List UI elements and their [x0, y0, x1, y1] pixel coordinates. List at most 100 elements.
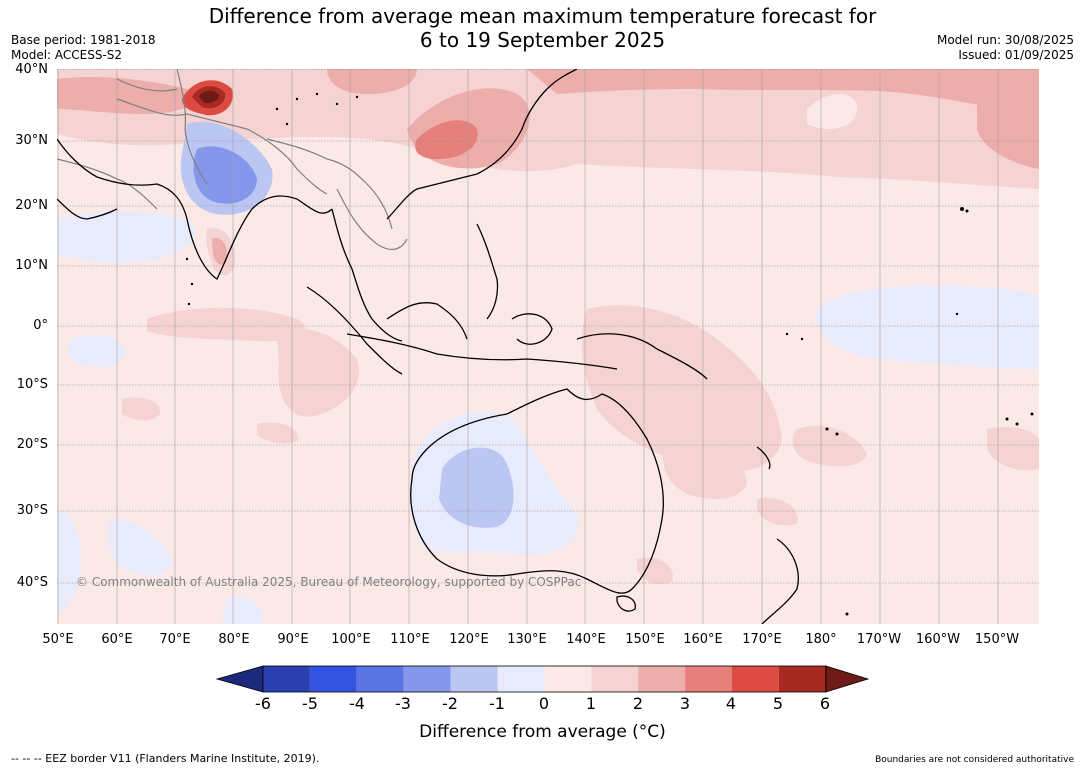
- anomaly-pacific-cool: [816, 285, 1039, 369]
- colorbar-tick-1: 1: [585, 694, 597, 713]
- lon-label-50e: 50°E: [42, 632, 74, 647]
- anomaly-south-cool-small: [222, 597, 263, 624]
- lon-label-100e: 100°E: [331, 632, 371, 647]
- anomaly-arabian-sea-cool: [57, 211, 195, 264]
- colorbar-tick-3: 3: [679, 694, 691, 713]
- colorbar-tick-minus4: -4: [349, 694, 365, 713]
- meta-left: Base period: 1981-2018 Model: ACCESS-S2: [11, 33, 156, 63]
- model-run: Model run: 30/08/2025: [936, 33, 1074, 47]
- title-line-2: 6 to 19 September 2025: [419, 28, 666, 52]
- lat-label-20s: 20°S: [16, 437, 48, 452]
- anomaly-bay-bengal-warm: [147, 307, 305, 342]
- colorbar-swatch: [685, 666, 732, 692]
- colorbar-swatch: [591, 666, 639, 692]
- colorbar-swatch: [778, 666, 826, 692]
- longitude-gridlines: [57, 69, 999, 624]
- colorbar-swatch: [403, 666, 451, 692]
- colorbar-tick-6: 6: [819, 694, 831, 713]
- meta-right: Model run: 30/08/2025 Issued: 01/09/2025: [937, 33, 1074, 63]
- lon-label-120e: 120°E: [449, 632, 489, 647]
- anomaly-sw-cool: [57, 509, 81, 614]
- colorbar-tick-minus3: -3: [395, 694, 411, 713]
- colorbar-swatch: [497, 666, 545, 692]
- boundary-disclaimer: Boundaries are not considered authoritat…: [875, 755, 1074, 765]
- lat-label-10s: 10°S: [16, 377, 48, 392]
- anomaly-china-3-4: [415, 120, 478, 160]
- map-title: Difference from average mean maximum tem…: [0, 4, 1085, 52]
- anomaly-tasmania-warm: [637, 557, 673, 585]
- colorbar-tick-minus1: -1: [489, 694, 505, 713]
- forecast-map: [57, 69, 1039, 624]
- colorbar-tick-4: 4: [725, 694, 737, 713]
- anomaly-indian-ocean-cool: [67, 334, 125, 367]
- anomaly-north-band: [57, 69, 1039, 189]
- anomaly-north-pacific-light: [807, 94, 857, 129]
- colorbar-swatch: [309, 666, 357, 692]
- anomaly-himalaya-6-plus: [199, 90, 219, 104]
- copyright-note: © Commonwealth of Australia 2025, Bureau…: [76, 575, 582, 589]
- anomaly-pacific-2-3: [977, 69, 1039, 169]
- anomaly-india-cooler: [193, 146, 257, 204]
- colorbar-tick-5: 5: [772, 694, 784, 713]
- colorbar-swatch: [356, 666, 404, 692]
- colorbar-swatch: [732, 666, 779, 692]
- anomaly-pacific-warm-2: [757, 498, 798, 526]
- lon-label-180: 180°: [805, 632, 837, 647]
- lon-label-140e: 140°E: [566, 632, 606, 647]
- lat-label-40s: 40°S: [16, 575, 48, 590]
- issued-date: Issued: 01/09/2025: [958, 48, 1074, 62]
- colorbar: [215, 665, 870, 693]
- anomaly-pacific-warm-1: [792, 425, 867, 467]
- lon-label-150w: 150°W: [974, 632, 1020, 647]
- lon-label-160e: 160°E: [683, 632, 723, 647]
- model-name: Model: ACCESS-S2: [11, 48, 123, 62]
- lon-label-110e: 110°E: [390, 632, 430, 647]
- lat-label-equator: 0°: [33, 318, 48, 333]
- colorbar-swatch: [450, 666, 498, 692]
- colorbar-swatch: [544, 666, 592, 692]
- anomaly-sumatra-warm: [277, 327, 359, 417]
- colorbar-tick-0: 0: [538, 694, 550, 713]
- anomaly-qld-warm: [663, 438, 747, 499]
- lat-label-10n: 10°N: [15, 258, 48, 273]
- lon-label-130e: 130°E: [507, 632, 547, 647]
- coastlines: [57, 69, 799, 624]
- anomaly-central-asia-2-3: [327, 69, 417, 94]
- lon-label-70e: 70°E: [159, 632, 191, 647]
- colorbar-swatch: [638, 666, 686, 692]
- country-borders: [57, 69, 408, 251]
- base-period: Base period: 1981-2018: [11, 33, 156, 47]
- colorbar-tick-minus6: -6: [255, 694, 271, 713]
- anomaly-png-coral-sea-warm: [581, 305, 782, 473]
- anomaly-indian-warm-2: [257, 422, 298, 444]
- anomaly-south-indian-cool: [107, 519, 172, 576]
- anomaly-west-2-3: [57, 77, 195, 114]
- colorbar-swatch: [263, 666, 310, 692]
- lon-label-170w: 170°W: [856, 632, 902, 647]
- anomaly-pacific-warm-3: [987, 427, 1039, 471]
- colorbar-tick-minus2: -2: [442, 694, 458, 713]
- title-line-1: Difference from average mean maximum tem…: [208, 4, 877, 28]
- anomaly-sri-lanka-warmer: [212, 237, 228, 265]
- lat-label-40n: 40°N: [15, 62, 48, 77]
- lat-label-30n: 30°N: [15, 133, 48, 148]
- colorbar-label: Difference from average (°C): [419, 722, 666, 742]
- colorbar-under-arrow: [215, 665, 264, 693]
- colorbar-tick-2: 2: [632, 694, 644, 713]
- lat-label-20n: 20°N: [15, 198, 48, 213]
- colorbar-outline: [262, 665, 827, 693]
- islands: [185, 92, 1034, 616]
- anomaly-wa-cooler: [439, 447, 514, 528]
- lon-label-60e: 60°E: [101, 632, 133, 647]
- colorbar-over-arrow: [825, 665, 870, 693]
- lon-label-160w: 160°W: [915, 632, 961, 647]
- colorbar-tick-minus5: -5: [302, 694, 318, 713]
- lon-label-80e: 80°E: [218, 632, 250, 647]
- anomaly-indian-warm-1: [122, 397, 161, 421]
- lon-label-170e: 170°E: [742, 632, 782, 647]
- lat-label-30s: 30°S: [16, 503, 48, 518]
- lon-label-90e: 90°E: [277, 632, 309, 647]
- eez-note: -- -- -- EEZ border V11 (Flanders Marine…: [11, 752, 320, 765]
- lon-label-150e: 150°E: [625, 632, 665, 647]
- anomaly-north-2-3: [527, 69, 1039, 114]
